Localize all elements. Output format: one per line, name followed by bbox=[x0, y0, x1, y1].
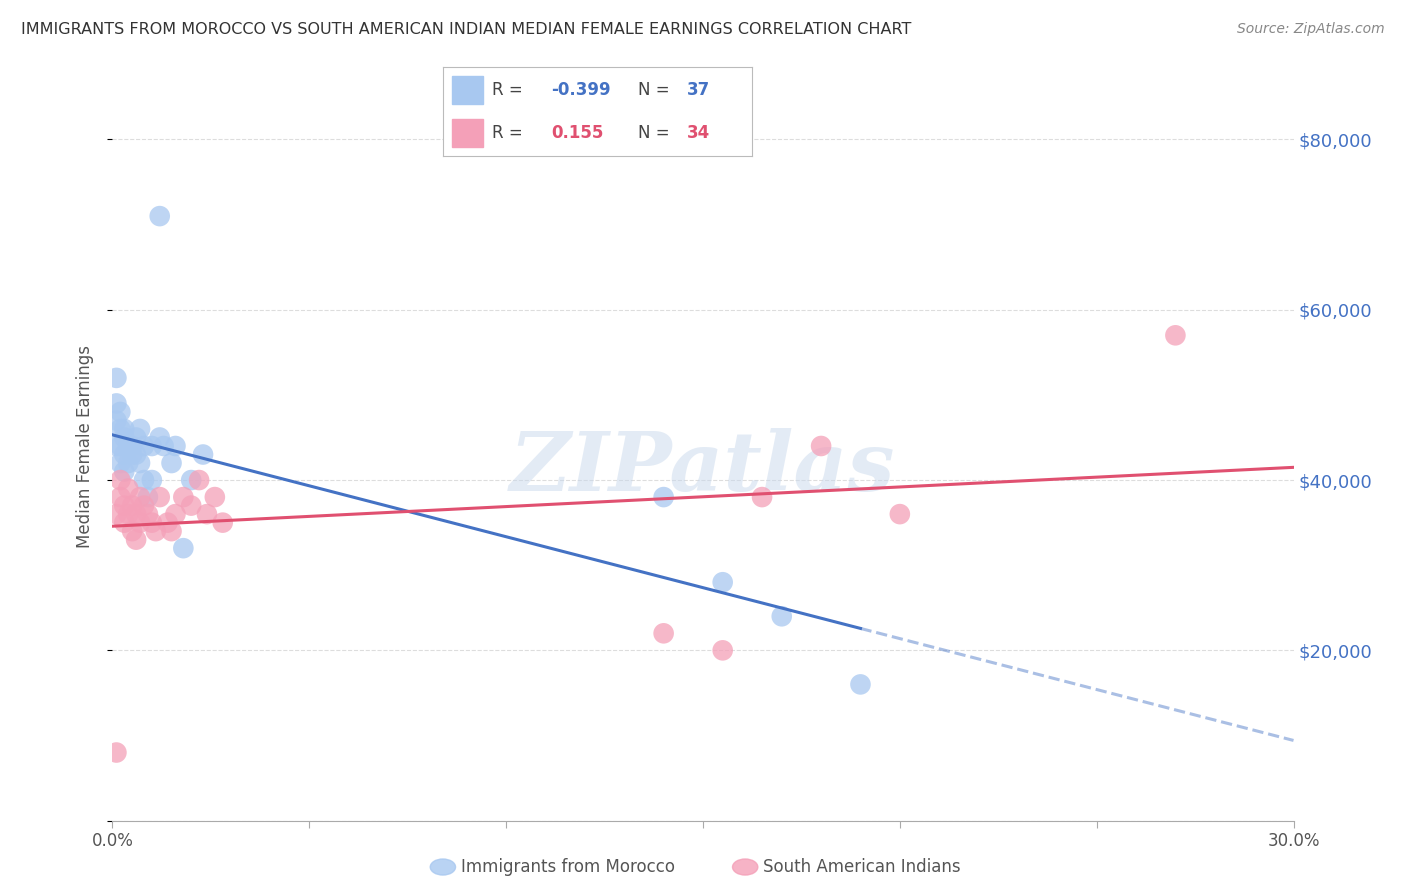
Point bbox=[110, 473, 132, 487]
Text: 0.155: 0.155 bbox=[551, 124, 603, 142]
Point bbox=[117, 456, 139, 470]
Text: R =: R = bbox=[492, 81, 523, 99]
Point bbox=[652, 626, 675, 640]
Text: R =: R = bbox=[492, 124, 523, 142]
Point bbox=[652, 490, 675, 504]
Text: IMMIGRANTS FROM MOROCCO VS SOUTH AMERICAN INDIAN MEDIAN FEMALE EARNINGS CORRELAT: IMMIGRANTS FROM MOROCCO VS SOUTH AMERICA… bbox=[21, 22, 911, 37]
Point bbox=[145, 524, 167, 538]
Point bbox=[105, 507, 128, 521]
Point bbox=[110, 405, 132, 419]
Text: Source: ZipAtlas.com: Source: ZipAtlas.com bbox=[1237, 22, 1385, 37]
Point bbox=[1164, 328, 1187, 343]
Text: N =: N = bbox=[638, 124, 669, 142]
Point bbox=[849, 677, 872, 691]
Point bbox=[112, 430, 135, 444]
Point bbox=[132, 499, 155, 513]
Point bbox=[160, 524, 183, 538]
Point bbox=[195, 507, 218, 521]
Point bbox=[125, 430, 148, 444]
Point bbox=[172, 541, 194, 556]
Point bbox=[129, 422, 152, 436]
Point bbox=[110, 490, 132, 504]
Text: 37: 37 bbox=[688, 81, 710, 99]
Point bbox=[112, 516, 135, 530]
Text: ZIPatlas: ZIPatlas bbox=[510, 428, 896, 508]
Point bbox=[112, 422, 135, 436]
Point bbox=[770, 609, 793, 624]
Point bbox=[180, 499, 202, 513]
Y-axis label: Median Female Earnings: Median Female Earnings bbox=[76, 344, 94, 548]
Point bbox=[129, 516, 152, 530]
Point bbox=[711, 643, 734, 657]
Text: Immigrants from Morocco: Immigrants from Morocco bbox=[461, 858, 675, 876]
Point bbox=[105, 371, 128, 385]
Point bbox=[112, 499, 135, 513]
Point bbox=[191, 448, 214, 462]
Point bbox=[149, 430, 172, 444]
Point bbox=[112, 448, 135, 462]
Point bbox=[160, 456, 183, 470]
Point bbox=[172, 490, 194, 504]
Point bbox=[889, 507, 911, 521]
Point bbox=[110, 439, 132, 453]
Point bbox=[105, 746, 128, 760]
Point bbox=[141, 439, 163, 453]
Point bbox=[211, 516, 233, 530]
Point bbox=[751, 490, 773, 504]
Point bbox=[125, 448, 148, 462]
Point bbox=[149, 209, 172, 223]
Text: N =: N = bbox=[638, 81, 669, 99]
Point bbox=[105, 396, 128, 410]
Point bbox=[117, 482, 139, 496]
Point bbox=[121, 439, 143, 453]
Point bbox=[136, 507, 159, 521]
Point bbox=[188, 473, 211, 487]
Point bbox=[156, 516, 179, 530]
Point bbox=[136, 490, 159, 504]
Point bbox=[129, 490, 152, 504]
Point bbox=[132, 439, 155, 453]
Text: -0.399: -0.399 bbox=[551, 81, 610, 99]
Point bbox=[141, 473, 163, 487]
Point bbox=[810, 439, 832, 453]
Bar bbox=[453, 76, 484, 104]
Point bbox=[105, 413, 128, 427]
Point bbox=[152, 439, 174, 453]
Point bbox=[112, 465, 135, 479]
Point bbox=[180, 473, 202, 487]
Point bbox=[110, 456, 132, 470]
Point bbox=[121, 448, 143, 462]
Point bbox=[117, 507, 139, 521]
Point bbox=[121, 499, 143, 513]
Point bbox=[117, 439, 139, 453]
Point bbox=[141, 516, 163, 530]
Point bbox=[711, 575, 734, 590]
Point bbox=[125, 507, 148, 521]
Point bbox=[125, 533, 148, 547]
Point bbox=[149, 490, 172, 504]
Point bbox=[165, 439, 187, 453]
Point bbox=[165, 507, 187, 521]
Point bbox=[204, 490, 226, 504]
Bar bbox=[453, 119, 484, 147]
Point bbox=[121, 524, 143, 538]
Point bbox=[132, 473, 155, 487]
Point bbox=[110, 422, 132, 436]
Point bbox=[105, 439, 128, 453]
Text: 34: 34 bbox=[688, 124, 710, 142]
Text: South American Indians: South American Indians bbox=[763, 858, 962, 876]
Point bbox=[129, 456, 152, 470]
